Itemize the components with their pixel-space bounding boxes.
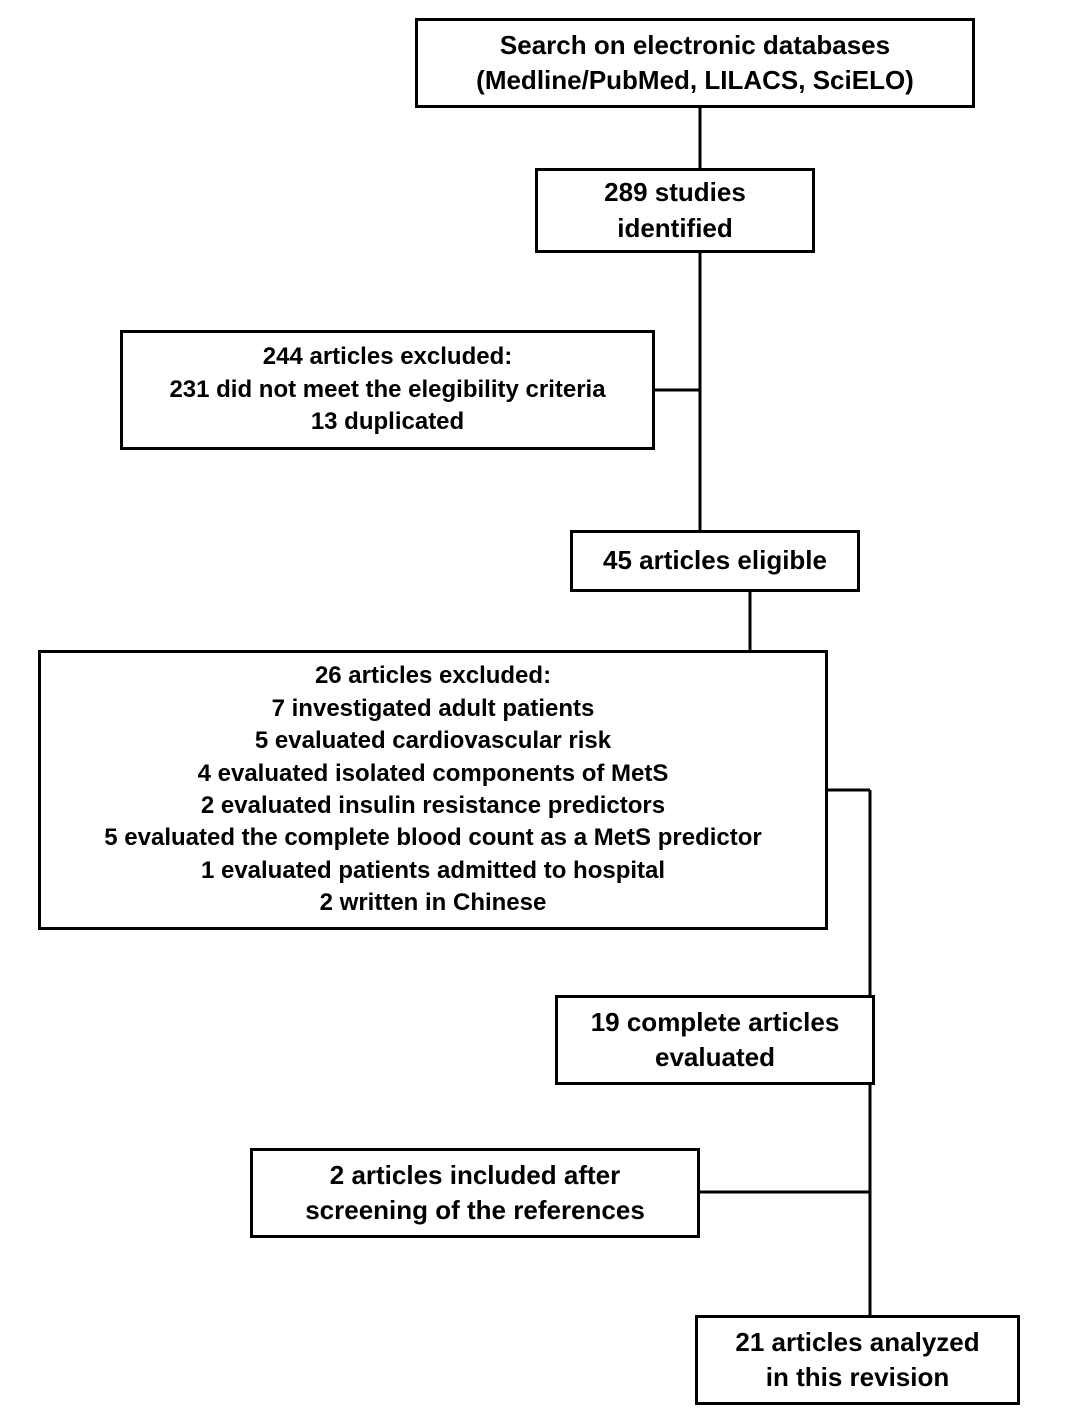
node-text-line: Search on electronic databases [500,28,890,63]
node-text-line: identified [617,211,733,246]
node-text-line: 2 articles included after [330,1158,620,1193]
node-analyzed-final: 21 articles analyzedin this revision [695,1315,1020,1405]
node-excluded-244: 244 articles excluded:231 did not meet t… [120,330,655,450]
node-text-line: 1 evaluated patients admitted to hospita… [201,855,665,887]
node-text-line: 19 complete articles [591,1005,840,1040]
node-text-line: 7 investigated adult patients [272,693,595,725]
node-text-line: 289 studies [604,175,746,210]
node-text-line: 4 evaluated isolated components of MetS [198,758,669,790]
node-studies-identified: 289 studiesidentified [535,168,815,253]
node-text-line: in this revision [766,1360,950,1395]
node-complete-evaluated: 19 complete articlesevaluated [555,995,875,1085]
node-text-line: 26 articles excluded: [315,660,551,692]
node-text-line: 244 articles excluded: [263,341,512,373]
node-text-line: 2 evaluated insulin resistance predictor… [201,790,665,822]
node-text-line: 21 articles analyzed [735,1325,979,1360]
node-text-line: 13 duplicated [311,406,464,438]
node-text-line: 45 articles eligible [603,543,827,578]
node-text-line: 5 evaluated the complete blood count as … [104,822,761,854]
node-eligible-45: 45 articles eligible [570,530,860,592]
node-text-line: 2 written in Chinese [320,887,547,919]
node-text-line: evaluated [655,1040,775,1075]
node-excluded-26: 26 articles excluded:7 investigated adul… [38,650,828,930]
node-included-after-screening: 2 articles included afterscreening of th… [250,1148,700,1238]
node-text-line: 231 did not meet the elegibility criteri… [169,374,605,406]
node-text-line: (Medline/PubMed, LILACS, SciELO) [476,63,914,98]
node-text-line: screening of the references [305,1193,645,1228]
node-text-line: 5 evaluated cardiovascular risk [255,725,611,757]
node-search-databases: Search on electronic databases(Medline/P… [415,18,975,108]
